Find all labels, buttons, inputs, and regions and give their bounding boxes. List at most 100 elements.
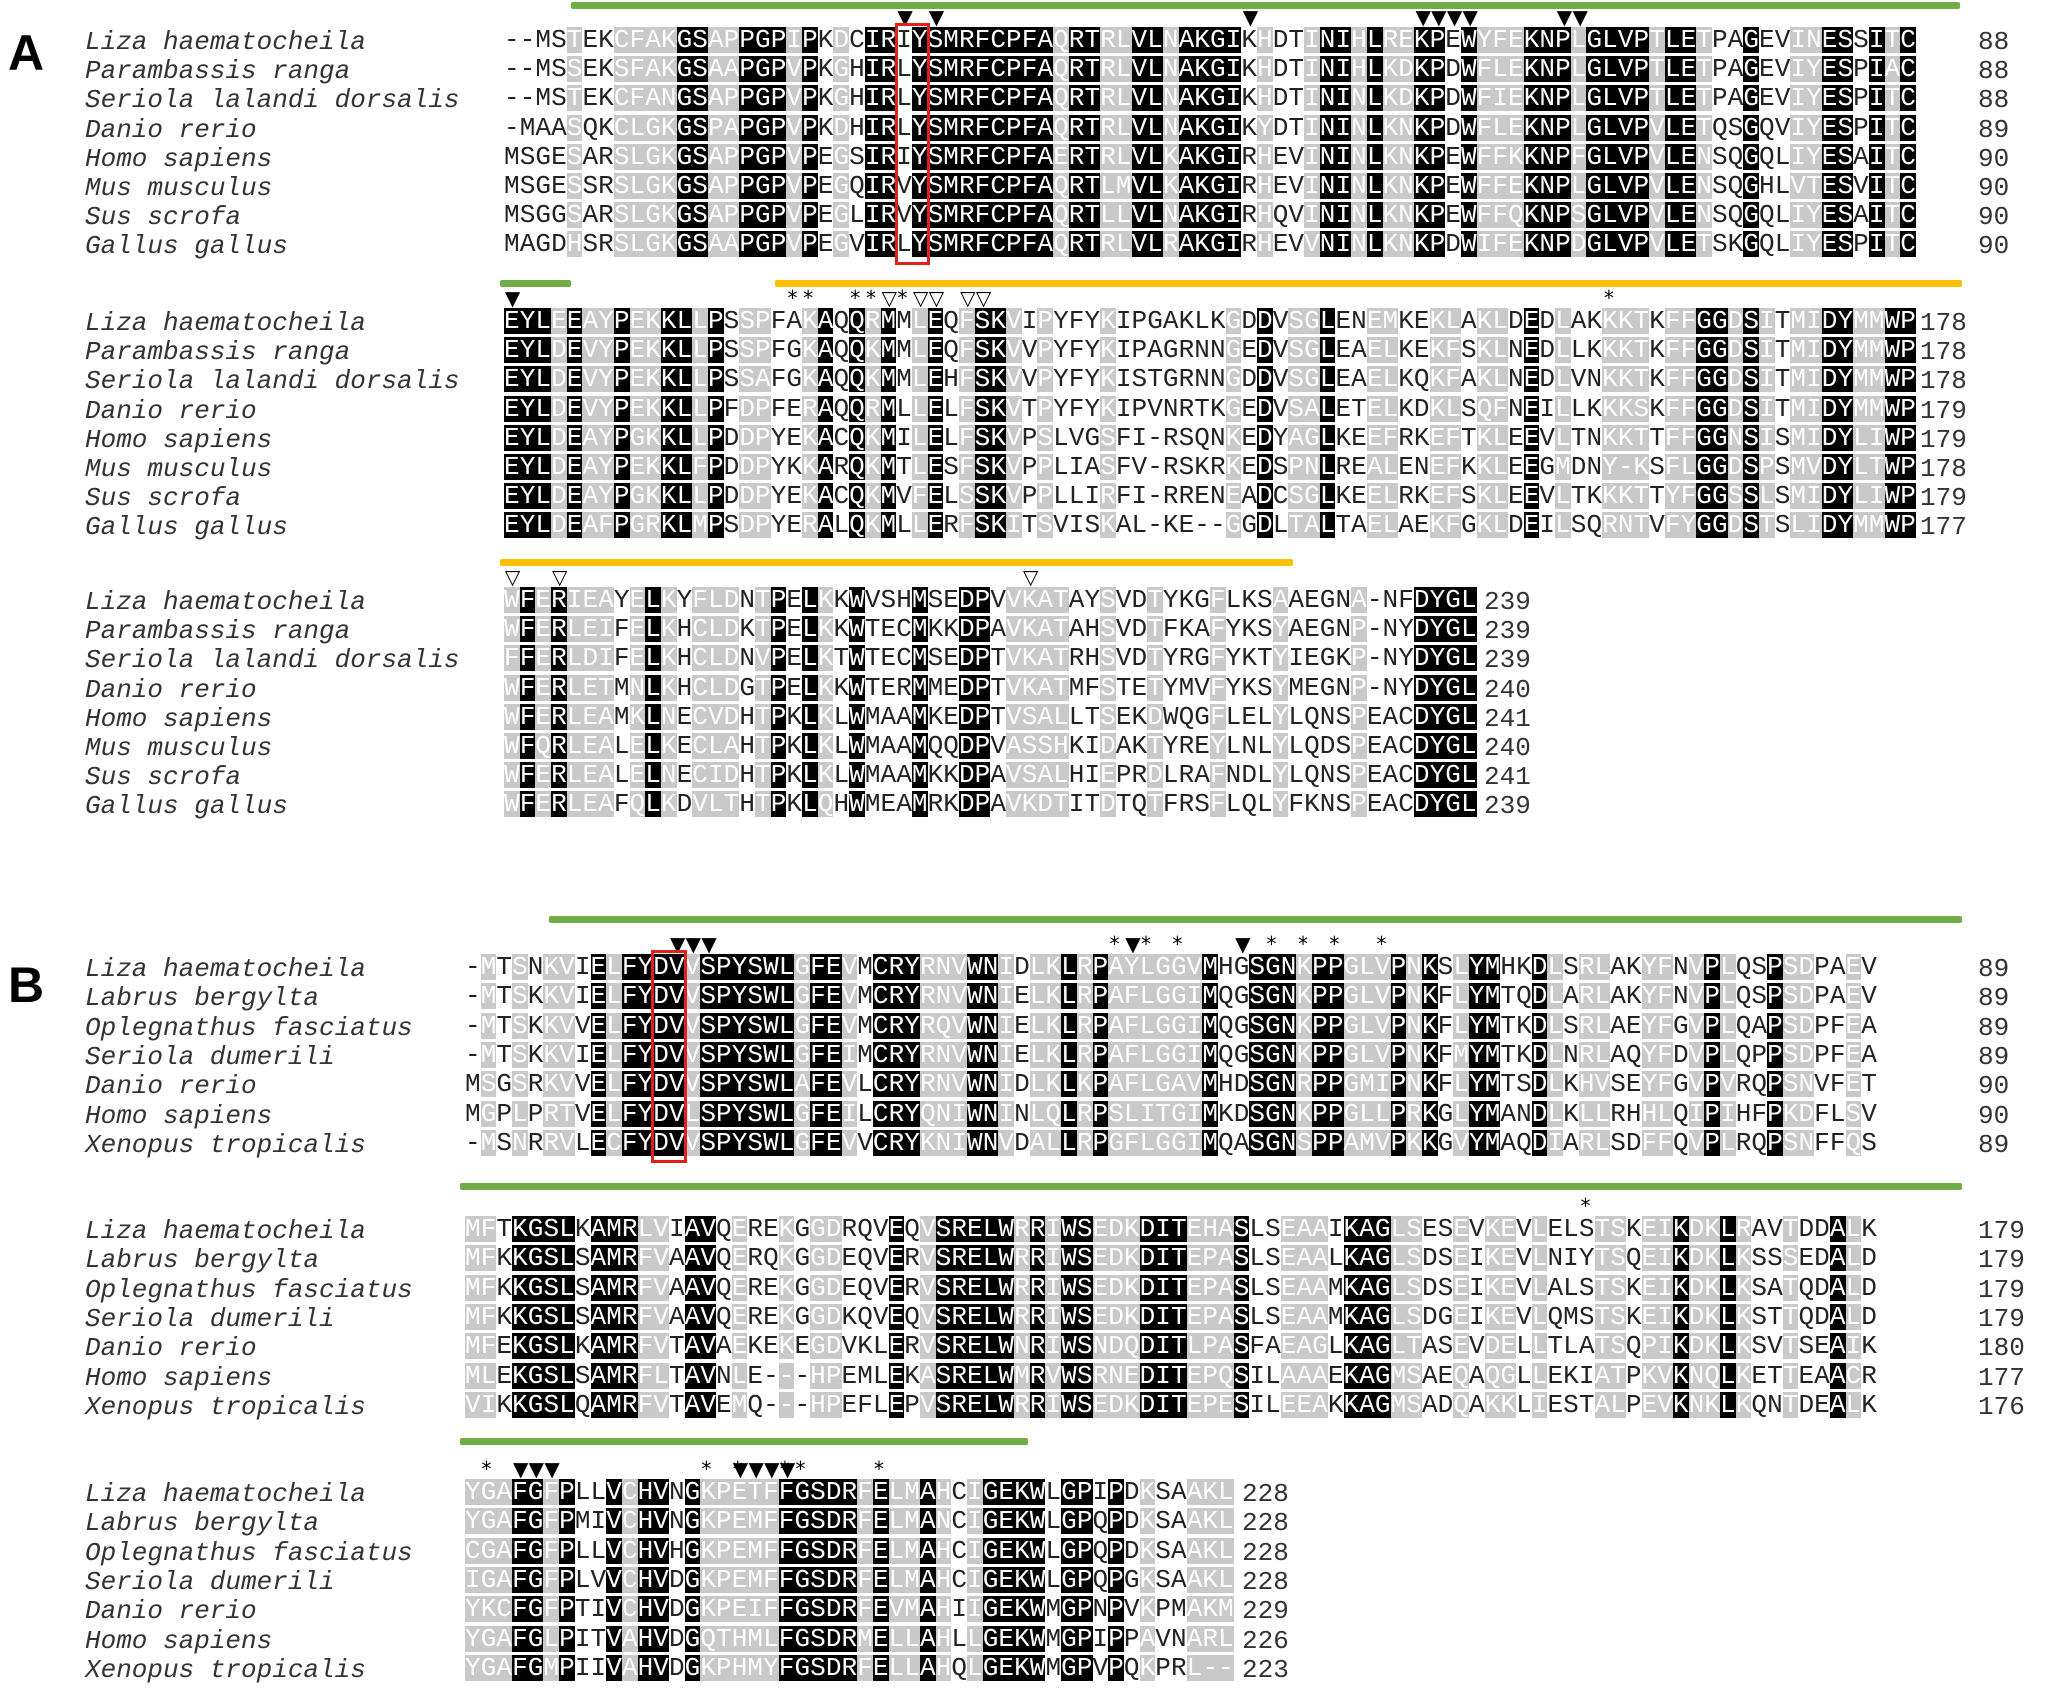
residue: N bbox=[982, 1098, 999, 1129]
residue: L bbox=[1460, 672, 1477, 703]
residue: Y bbox=[465, 1506, 481, 1537]
residue: L bbox=[606, 1010, 622, 1041]
residue: E bbox=[1272, 171, 1289, 201]
residue: W bbox=[967, 981, 983, 1012]
residue: E bbox=[1680, 229, 1697, 260]
residue: I bbox=[1868, 141, 1885, 172]
residue: A bbox=[1578, 1331, 1595, 1362]
residue: Y bbox=[770, 422, 787, 453]
residue: A bbox=[1037, 672, 1054, 703]
residue: T bbox=[559, 1098, 575, 1129]
residue: P bbox=[613, 393, 630, 424]
residue: A bbox=[1296, 1301, 1313, 1332]
residue: T bbox=[496, 1214, 513, 1244]
residue: C bbox=[692, 643, 708, 674]
residue: S bbox=[1727, 112, 1744, 143]
residue: S bbox=[1288, 306, 1305, 336]
residue: E bbox=[927, 335, 944, 366]
residue: T bbox=[496, 1039, 513, 1070]
residue: V bbox=[896, 171, 912, 201]
residue: K bbox=[739, 614, 755, 645]
residue: P bbox=[1076, 1564, 1093, 1595]
residue: I bbox=[1225, 200, 1242, 231]
residue: E bbox=[1508, 229, 1524, 260]
residue: I bbox=[967, 1535, 983, 1566]
residue: P bbox=[1429, 83, 1446, 114]
residue: Y bbox=[1469, 1069, 1485, 1100]
residue: Q bbox=[849, 306, 865, 336]
residue: M bbox=[864, 731, 881, 761]
residue: E bbox=[504, 335, 520, 366]
residue: K bbox=[660, 306, 677, 336]
filled-triangle-marker: ▼ bbox=[732, 1457, 749, 1481]
residue: I bbox=[864, 112, 881, 143]
residue: M bbox=[904, 1564, 920, 1595]
residue: K bbox=[1202, 1564, 1218, 1595]
asterisk-marker: * bbox=[1376, 932, 1387, 956]
residue: K bbox=[778, 1272, 795, 1303]
residue: T bbox=[1053, 672, 1069, 703]
residue: M bbox=[880, 335, 897, 366]
residue: N bbox=[935, 1069, 952, 1100]
residue: L bbox=[1139, 1069, 1156, 1100]
residue: Y bbox=[1225, 643, 1242, 674]
residue: D bbox=[1131, 585, 1148, 615]
residue: A bbox=[1233, 1127, 1250, 1158]
residue: G bbox=[1743, 112, 1759, 143]
residue: F bbox=[480, 1214, 497, 1244]
residue: P bbox=[1006, 200, 1022, 231]
residue: K bbox=[1421, 1039, 1438, 1070]
residue: L bbox=[629, 229, 646, 260]
residue: Y bbox=[519, 510, 536, 541]
residue: K bbox=[1523, 83, 1540, 114]
residue: L bbox=[888, 1652, 905, 1683]
residue: K bbox=[1602, 393, 1618, 424]
residue: G bbox=[1696, 335, 1712, 366]
residue: Y bbox=[1429, 789, 1446, 820]
residue: F bbox=[1680, 364, 1697, 395]
residue: K bbox=[1704, 1243, 1720, 1274]
residue: E bbox=[1014, 1010, 1030, 1041]
residue: N bbox=[1586, 452, 1603, 482]
residue: V bbox=[864, 585, 881, 615]
residue: C bbox=[1845, 1360, 1862, 1391]
residue: F bbox=[543, 1477, 560, 1507]
residue: A bbox=[1500, 1098, 1517, 1129]
residue: V bbox=[896, 481, 912, 512]
residue: L bbox=[1115, 229, 1132, 260]
residue: K bbox=[700, 1564, 716, 1595]
species-name: Seriola lalandi dorsalis bbox=[85, 85, 460, 116]
residue: L bbox=[1061, 1010, 1077, 1041]
residue: D bbox=[723, 585, 740, 615]
residue: L bbox=[566, 760, 583, 791]
residue: G bbox=[1155, 1069, 1171, 1100]
residue: E bbox=[1398, 25, 1414, 55]
residue: A bbox=[1037, 200, 1054, 231]
residue: C bbox=[1900, 171, 1916, 201]
residue: K bbox=[1241, 614, 1257, 645]
residue: L bbox=[1029, 981, 1046, 1012]
residue-count: 223 bbox=[1242, 1654, 1289, 1685]
residue: P bbox=[755, 335, 771, 366]
residue: T bbox=[1084, 171, 1101, 201]
residue: N bbox=[982, 981, 999, 1012]
residue: S bbox=[927, 171, 944, 201]
residue: G bbox=[1743, 83, 1759, 114]
residue: E bbox=[1092, 1272, 1109, 1303]
residue: A bbox=[1288, 614, 1305, 645]
residue: D bbox=[1798, 1039, 1815, 1070]
residue: R bbox=[1076, 1127, 1093, 1158]
residue: K bbox=[660, 393, 677, 424]
residue: S bbox=[1610, 1301, 1626, 1332]
residue: L bbox=[911, 422, 928, 453]
filled-triangle-marker: ▼ bbox=[685, 932, 702, 956]
residue: W bbox=[1061, 1272, 1077, 1303]
residue: E bbox=[1092, 1389, 1109, 1420]
residue: K bbox=[1139, 1535, 1156, 1566]
residue: K bbox=[1649, 364, 1665, 395]
residue: E bbox=[998, 1477, 1015, 1507]
residue: P bbox=[1123, 1623, 1140, 1654]
residue: T bbox=[1649, 25, 1665, 55]
residue: R bbox=[1162, 422, 1179, 453]
residue: A bbox=[1312, 1301, 1328, 1332]
